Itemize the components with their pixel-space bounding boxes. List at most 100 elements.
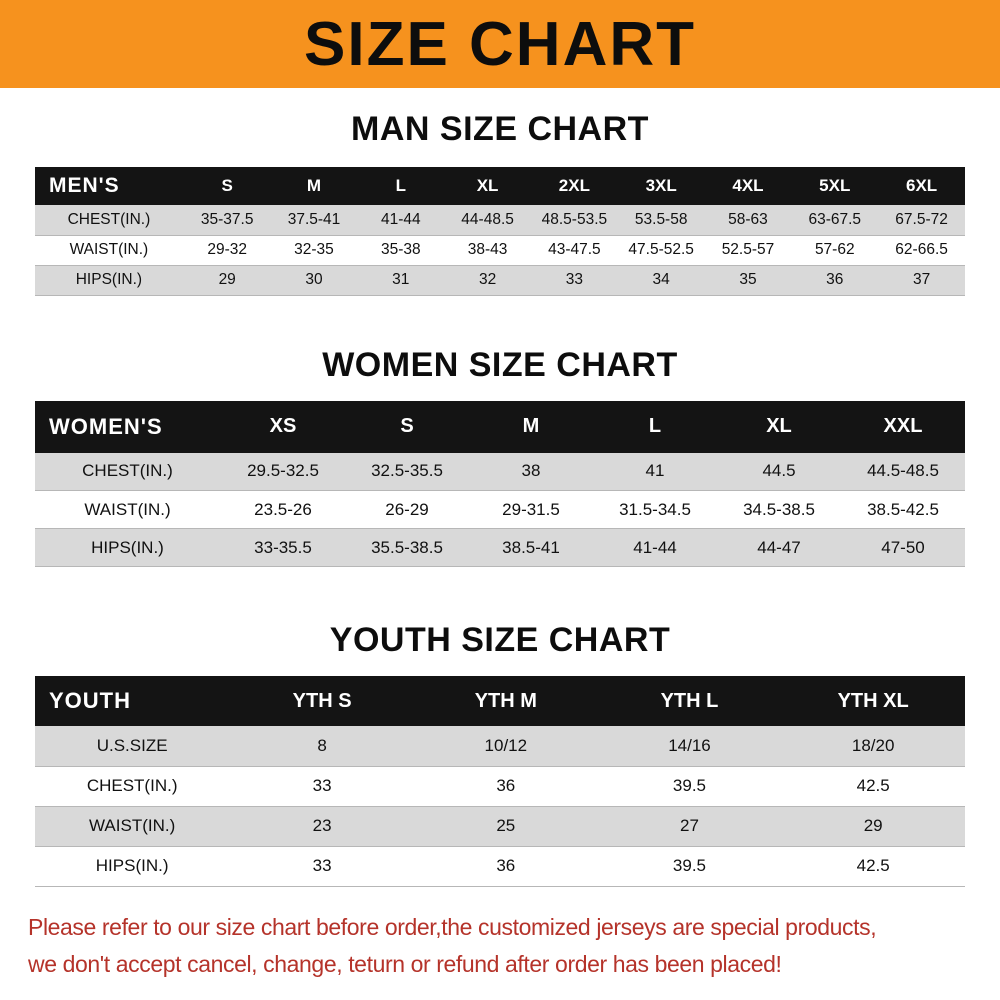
women-section-title: WOMEN SIZE CHART: [322, 345, 678, 384]
size-value: 8: [317, 735, 327, 755]
size-value: 38.5-42.5: [867, 499, 939, 519]
men-size-table: MEN'S S M L XL 2XL 3XL 4XL 5XL 6XL CHEST(IN.) 35-37…: [35, 167, 965, 296]
size-value: 10/12: [484, 735, 528, 755]
size-value: 39.5: [672, 856, 707, 875]
disclaimer: Please refer to our size chart before or…: [28, 909, 1000, 983]
size-value: 33-35.5: [254, 537, 312, 557]
size-column-header: 4XL: [704, 167, 792, 205]
row-label: WAIST(IN.): [84, 499, 171, 519]
table-corner-label: WOMEN'S: [35, 400, 221, 453]
size-value: 29.5-32.5: [247, 461, 319, 481]
size-value: 36: [826, 271, 844, 288]
size-value: 35-37.5: [200, 210, 254, 228]
table-row: HIPS(IN.) 33 36 39.5 42.5: [35, 846, 965, 886]
size-value: 23.5-26: [254, 499, 312, 519]
size-value: 67.5-72: [895, 210, 948, 228]
size-column-header: YTH M: [413, 676, 598, 726]
size-value: 37.5-41: [287, 210, 341, 228]
size-value: 39.5: [672, 776, 707, 795]
size-value: 44.5: [762, 461, 796, 481]
size-value: 33: [312, 776, 332, 795]
table-row: HIPS(IN.) 33-35.5 35.5-38.5 38.5-41 41-44 44-…: [35, 528, 965, 567]
women-size-table: WOMEN'S XS S M L XL XXL CHEST(IN.) 29.5-32.5 32.5…: [35, 400, 965, 568]
size-column-header: YTH XL: [781, 676, 965, 726]
size-value: 29-32: [207, 241, 248, 258]
size-column-header: 2XL: [530, 167, 618, 205]
size-value: 36: [496, 776, 516, 795]
size-column-header: YTH S: [230, 676, 414, 726]
men-section-title: MAN SIZE CHART: [351, 110, 649, 148]
size-column-header: M: [270, 167, 358, 205]
size-column-header: S: [183, 167, 271, 205]
size-value: 30: [305, 271, 323, 288]
size-value: 48.5-53.5: [541, 210, 608, 228]
banner: SIZE CHART: [0, 0, 1000, 88]
row-label: HIPS(IN.): [95, 856, 169, 875]
size-value: 26-29: [385, 499, 429, 519]
size-column-header: YTH L: [597, 676, 782, 726]
disclaimer-line-2: we don't accept cancel, change, teturn o…: [28, 950, 782, 977]
size-value: 58-63: [728, 210, 768, 228]
size-column-header: S: [345, 400, 469, 453]
size-value: 38-43: [467, 241, 508, 258]
table-header-row: MEN'S S M L XL 2XL 3XL 4XL 5XL 6XL: [35, 167, 965, 205]
size-value: 43-47.5: [548, 241, 601, 258]
size-column-header: 3XL: [617, 167, 705, 205]
size-value: 14/16: [668, 735, 711, 755]
banner-title: SIZE CHART: [304, 9, 696, 79]
size-value: 23: [312, 816, 332, 835]
size-column-header: XS: [221, 400, 345, 453]
size-column-header: 5XL: [791, 167, 879, 205]
row-label: U.S.SIZE: [96, 735, 168, 755]
row-label: CHEST(IN.): [67, 210, 151, 228]
size-value: 35-38: [380, 241, 421, 258]
size-value: 35: [739, 271, 757, 288]
size-value: 18/20: [851, 735, 895, 755]
size-value: 41: [645, 461, 665, 481]
size-value: 38: [521, 461, 541, 481]
size-value: 38.5-41: [502, 537, 560, 557]
size-value: 42.5: [856, 856, 890, 875]
size-value: 31: [392, 271, 410, 288]
size-value: 53.5-58: [634, 210, 688, 228]
table-header-row: WOMEN'S XS S M L XL XXL: [35, 400, 965, 453]
table-row: WAIST(IN.) 23 25 27 29: [35, 806, 965, 846]
table-row: CHEST(IN.) 29.5-32.5 32.5-35.5 38 41 44.5 44.5…: [35, 452, 965, 491]
size-value: 34: [652, 271, 670, 288]
size-value: 44-47: [757, 537, 801, 557]
size-value: 33: [312, 856, 332, 875]
size-value: 33: [565, 271, 583, 288]
table-corner-label: MEN'S: [35, 167, 184, 205]
size-value: 32: [478, 271, 497, 288]
size-value: 37: [912, 271, 931, 288]
row-label: CHEST(IN.): [86, 776, 178, 795]
youth-section-title: YOUTH SIZE CHART: [329, 621, 671, 659]
table-row: U.S.SIZE 8 10/12 14/16 18/20: [35, 726, 965, 766]
size-value: 32.5-35.5: [371, 461, 443, 481]
size-value: 47.5-52.5: [628, 241, 694, 258]
table-row: CHEST(IN.) 35-37.5 37.5-41 41-44 44-48.5 48.5…: [35, 205, 965, 235]
table-row: CHEST(IN.) 33 36 39.5 42.5: [35, 766, 965, 806]
size-column-header: 6XL: [878, 167, 965, 205]
size-value: 29: [218, 271, 236, 288]
size-value: 29-31.5: [502, 499, 560, 519]
size-value: 41-44: [380, 210, 421, 228]
row-label: HIPS(IN.): [75, 271, 143, 288]
row-label: WAIST(IN.): [89, 816, 176, 835]
size-column-header: M: [469, 400, 593, 453]
size-value: 44-48.5: [461, 210, 514, 228]
size-value: 35.5-38.5: [371, 537, 443, 557]
men-size-chart-section: MAN SIZE CHART MEN'S S M L XL 2XL 3XL 4XL 5XL 6XL…: [0, 110, 1000, 296]
table-row: WAIST(IN.) 23.5-26 26-29 29-31.5 31.5-34.5 34…: [35, 490, 965, 529]
youth-size-chart-section: YOUTH SIZE CHART YOUTH YTH S YTH M YTH L YTH…: [0, 621, 1000, 887]
size-value: 34.5-38.5: [743, 499, 815, 519]
size-value: 31.5-34.5: [619, 499, 691, 519]
table-row: HIPS(IN.) 29 30 31 32 33 34 35 36 37: [35, 265, 965, 295]
size-value: 44.5-48.5: [867, 461, 939, 481]
row-label: HIPS(IN.): [91, 537, 164, 557]
size-value: 52.5-57: [721, 241, 775, 258]
size-value: 63-67.5: [808, 210, 862, 228]
size-value: 62-66.5: [895, 241, 948, 258]
size-value: 29: [863, 816, 883, 835]
